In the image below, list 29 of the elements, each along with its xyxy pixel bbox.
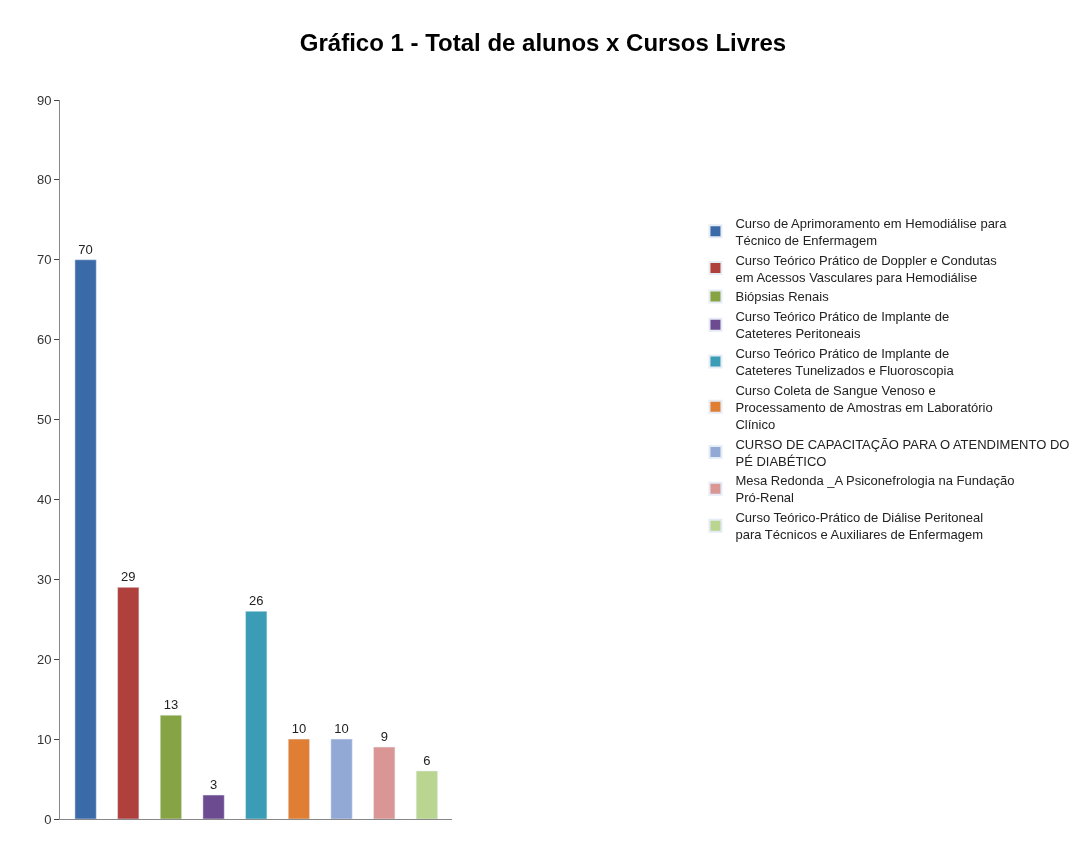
data-label: 70 [78, 241, 93, 257]
data-label: 10 [334, 721, 349, 737]
data-label: 3 [209, 777, 218, 793]
data-label: 10 [291, 721, 307, 737]
data-label: 6 [423, 753, 431, 769]
data-label: 26 [249, 593, 264, 609]
legend-label: Curso Coleta de Sangue Venoso e Processamento de Amostras em Laboratório Clínico [735, 382, 993, 432]
y-tick-label: 60 [36, 332, 52, 348]
legend-label: Curso Teórico Prático de Implante de Cateteres Peritoneais [735, 309, 950, 342]
y-tick-label: 40 [36, 491, 52, 507]
y-tick-label: 20 [36, 651, 52, 667]
y-tick-label: 50 [36, 412, 52, 428]
y-tick-label: 90 [36, 92, 52, 108]
text: Gráfico 1 - Total de alunos x Cursos Livres [299, 29, 787, 57]
y-tick-label: 80 [36, 172, 52, 188]
data-label: 29 [121, 569, 136, 585]
legend-label: Mesa Redonda _A Psiconefrologia na Fundação Pró-Renal [735, 473, 1015, 506]
y-tick-label: 0 [44, 811, 52, 827]
data-label: 13 [163, 697, 179, 713]
legend-label: CURSO DE CAPACITAÇÃO PARA O ATENDIMENTO DO PÉ DIABÉTICO [735, 436, 1070, 469]
legend-label: Curso de Aprimoramento em Hemodiálise para Técnico de Enfermagem [735, 215, 1008, 248]
legend-label: Curso Teórico Prático de Implante de Cateteres Tunelizados e Fluoroscopia [735, 346, 955, 379]
legend-label: Biópsias Renais [735, 289, 830, 305]
legend-label: Curso Teórico Prático de Doppler e Condutas em Acessos Vasculares para Hemodiálise [735, 252, 998, 285]
y-tick-label: 70 [36, 252, 52, 268]
data-label: 9 [380, 729, 388, 745]
legend-label: Curso Teórico-Prático de Diálise Peritoneal para Técnicos e Auxiliares de Enfermagem [735, 510, 984, 543]
y-tick-label: 30 [36, 571, 52, 587]
y-tick-label: 10 [36, 731, 52, 747]
